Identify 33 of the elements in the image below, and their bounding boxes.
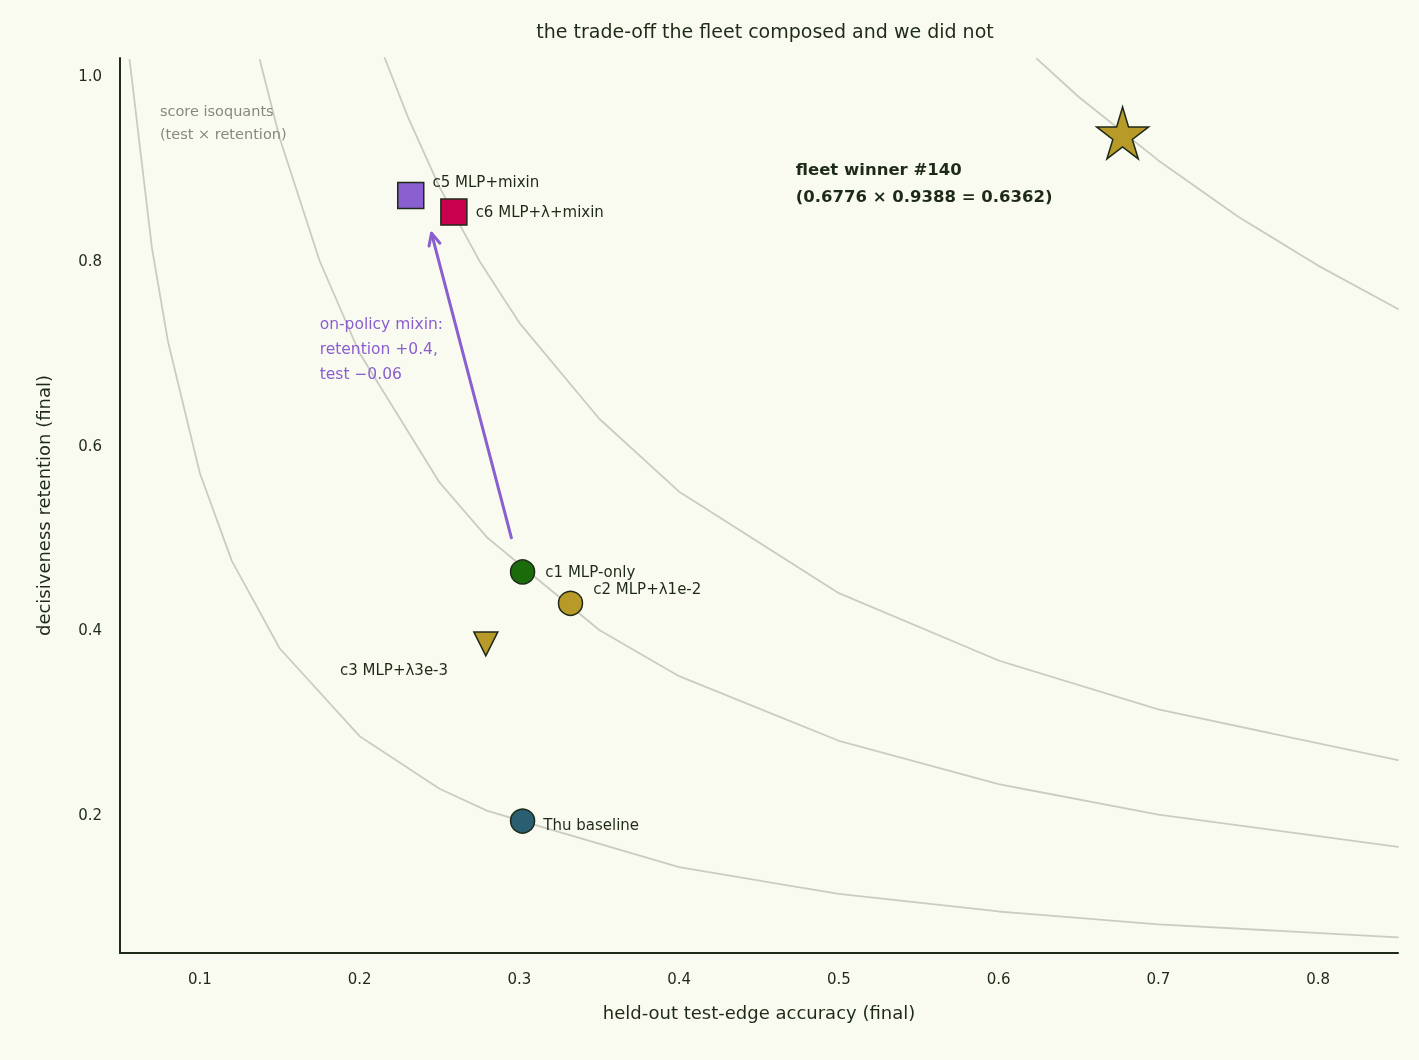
y-tick-label: 0.8 [78, 251, 102, 270]
chart-title: the trade-off the fleet composed and we did not [536, 19, 994, 42]
x-axis-title: held-out test-edge accuracy (final) [602, 1001, 916, 1023]
x-tick-label: 0.8 [1306, 969, 1331, 988]
y-tick-label: 0.4 [78, 621, 102, 640]
text: c3 MLP+λ3e-3 [340, 660, 449, 679]
annotation: on-policy mixin: retention +0.4, test −0.06 [319, 315, 444, 383]
y-tick-label: 1.0 [78, 67, 102, 86]
annotation: score isoquants (test × retention) [159, 103, 287, 143]
x-tick-label: 0.2 [347, 969, 372, 988]
x-tick-label: 0.6 [986, 969, 1011, 988]
annotation: fleet winner #140 (0.6776 × 0.9388 = 0.6362) [795, 160, 1053, 206]
line-series [128, 58, 1399, 939]
x-tick-label: 0.3 [507, 969, 532, 988]
point [440, 198, 468, 226]
point [557, 590, 584, 617]
point [509, 808, 536, 834]
x-tick-label: 0.7 [1146, 969, 1171, 988]
x-tick-label: 0.4 [667, 969, 692, 988]
series-label: Thu baseline [542, 816, 640, 835]
x-tick-label: 0.1 [187, 969, 212, 988]
series-label: c6 MLP+λ+mixin [475, 203, 604, 222]
y-axis-title: decisiveness retention (final) [32, 374, 54, 637]
point [396, 181, 425, 210]
series-label: c1 MLP-only [545, 562, 636, 581]
series-label: c5 MLP+mixin [432, 173, 540, 192]
y-tick-label: 0.6 [78, 436, 102, 455]
point [473, 631, 499, 657]
point [1095, 106, 1150, 160]
series-label: c2 MLP+λ1e-2 [593, 580, 702, 599]
x-tick-label: 0.5 [826, 969, 851, 988]
y-tick-label: 0.2 [78, 805, 102, 824]
point [509, 559, 536, 585]
